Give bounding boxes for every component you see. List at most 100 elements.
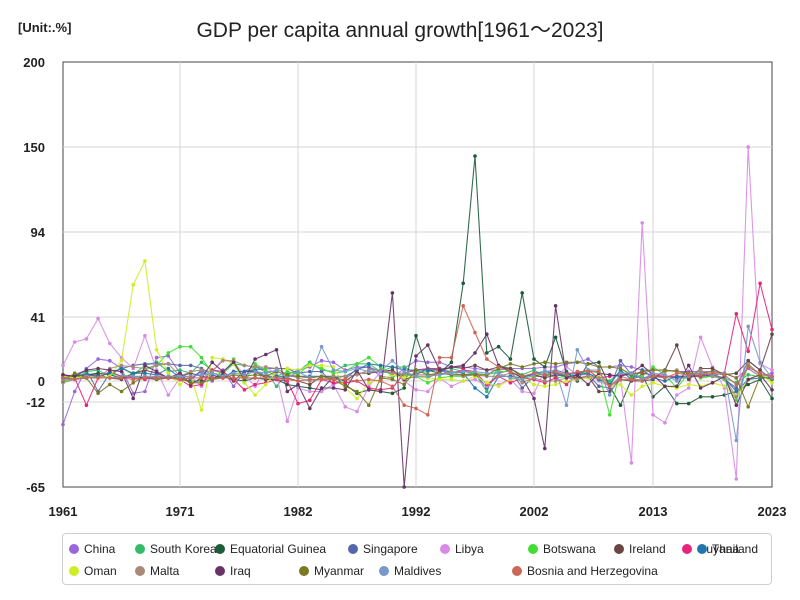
data-point-south-korea <box>343 363 348 368</box>
legend-item-iraq[interactable]: Iraq <box>215 564 251 578</box>
data-point-equatorial-guinea <box>597 360 601 365</box>
data-point-maldives <box>437 373 442 377</box>
legend-item-thailand[interactable]: Thailand <box>697 542 758 556</box>
data-point-equatorial-guinea <box>390 391 395 396</box>
data-point-iraq <box>319 386 324 390</box>
data-point-libya <box>698 335 703 340</box>
legend-item-libya[interactable]: Libya <box>440 542 484 556</box>
data-point-malta <box>355 373 359 377</box>
data-point-south-korea <box>485 389 489 394</box>
data-point-iraq <box>710 381 715 385</box>
data-point-libya <box>734 477 739 481</box>
data-point-guyana <box>758 281 762 286</box>
data-point-malta <box>154 363 159 368</box>
data-point-bosnia-and-herzegovina <box>651 374 655 379</box>
data-point-bosnia-and-herzegovina <box>597 369 601 374</box>
data-point-guyana <box>308 398 312 403</box>
data-point-ireland <box>508 366 513 371</box>
legend-swatch <box>135 544 145 554</box>
legend-label: Malta <box>150 564 180 578</box>
data-point-iraq <box>285 389 290 394</box>
data-point-libya <box>520 389 524 394</box>
data-point-libya <box>663 421 667 425</box>
data-point-libya <box>84 337 89 341</box>
data-point-iraq <box>437 368 442 372</box>
legend-item-bosnia-and-herzegovina[interactable]: Bosnia and Herzegovina <box>512 564 658 578</box>
data-point-maldives <box>651 371 655 376</box>
data-point-myanmar <box>564 360 569 365</box>
data-point-china <box>143 389 147 394</box>
data-point-malta <box>131 365 135 369</box>
data-point-maldives <box>296 369 300 374</box>
data-point-thailand <box>242 369 247 374</box>
legend: China South Korea Equatorial Guinea Singapo… <box>62 533 772 585</box>
data-point-malta <box>543 379 547 383</box>
data-point-iraq <box>308 406 312 411</box>
data-point-libya <box>285 419 290 424</box>
legend-item-guyana[interactable]: Guyana <box>682 542 739 556</box>
legend-label: Guyana <box>697 542 740 556</box>
legend-item-oman[interactable]: Oman <box>69 564 117 578</box>
data-point-equatorial-guinea <box>543 365 547 369</box>
legend-item-china[interactable]: China <box>69 542 115 556</box>
legend-item-maldives[interactable]: Maldives <box>379 564 441 578</box>
data-point-myanmar <box>402 382 407 387</box>
data-point-myanmar <box>296 374 300 379</box>
data-point-myanmar <box>343 384 348 389</box>
data-point-bosnia-and-herzegovina <box>210 376 214 380</box>
data-point-bosnia-and-herzegovina <box>253 376 257 380</box>
legend-item-south-korea[interactable]: South Korea <box>135 542 217 556</box>
data-point-ireland <box>675 343 679 347</box>
data-point-guyana <box>331 381 336 385</box>
data-point-maldives <box>331 368 336 372</box>
legend-item-myanmar[interactable]: Myanmar <box>299 564 364 578</box>
legend-swatch <box>135 566 145 576</box>
data-point-ireland <box>597 389 601 394</box>
legend-swatch <box>512 566 522 576</box>
data-point-south-korea <box>746 373 750 377</box>
data-point-iraq <box>485 332 489 337</box>
data-point-guyana <box>242 388 247 392</box>
data-point-thailand <box>675 374 679 379</box>
data-point-bosnia-and-herzegovina <box>231 376 236 380</box>
legend-item-ireland[interactable]: Ireland <box>614 542 666 556</box>
data-point-thailand <box>119 366 124 371</box>
data-point-oman <box>461 379 466 383</box>
data-point-south-korea <box>532 368 536 372</box>
data-point-iraq <box>253 357 257 361</box>
data-point-libya <box>686 386 691 390</box>
legend-item-malta[interactable]: Malta <box>135 564 179 578</box>
data-point-bosnia-and-herzegovina <box>390 384 395 389</box>
data-point-botswana <box>607 413 612 417</box>
data-point-iraq <box>154 369 159 374</box>
data-point-iraq <box>543 446 547 451</box>
data-point-iraq <box>343 388 348 392</box>
data-point-libya <box>473 377 477 382</box>
data-point-oman <box>532 382 536 387</box>
data-point-thailand <box>663 379 667 383</box>
data-point-bosnia-and-herzegovina <box>508 369 513 374</box>
data-point-malta <box>242 363 247 368</box>
data-point-maldives <box>746 324 750 329</box>
data-point-iraq <box>331 386 336 390</box>
legend-item-equatorial-guinea[interactable]: Equatorial Guinea <box>215 542 326 556</box>
data-point-myanmar <box>131 381 135 385</box>
data-point-bosnia-and-herzegovina <box>607 384 612 389</box>
data-point-equatorial-guinea <box>770 396 774 401</box>
data-point-iraq <box>607 373 612 377</box>
legend-item-singapore[interactable]: Singapore <box>348 542 418 556</box>
data-point-thailand <box>367 362 371 366</box>
data-point-bosnia-and-herzegovina <box>746 365 750 369</box>
data-point-oman <box>119 358 124 363</box>
data-point-iraq <box>473 351 477 355</box>
data-point-bosnia-and-herzegovina <box>188 376 193 380</box>
legend-item-botswana[interactable]: Botswana <box>528 542 596 556</box>
data-point-maldives <box>564 403 569 408</box>
data-point-china <box>166 354 171 358</box>
data-point-iraq <box>96 366 100 371</box>
data-point-myanmar <box>414 368 418 372</box>
legend-swatch <box>69 544 79 554</box>
data-point-oman <box>629 393 634 397</box>
data-point-botswana <box>319 366 324 371</box>
data-point-south-korea <box>402 365 407 369</box>
